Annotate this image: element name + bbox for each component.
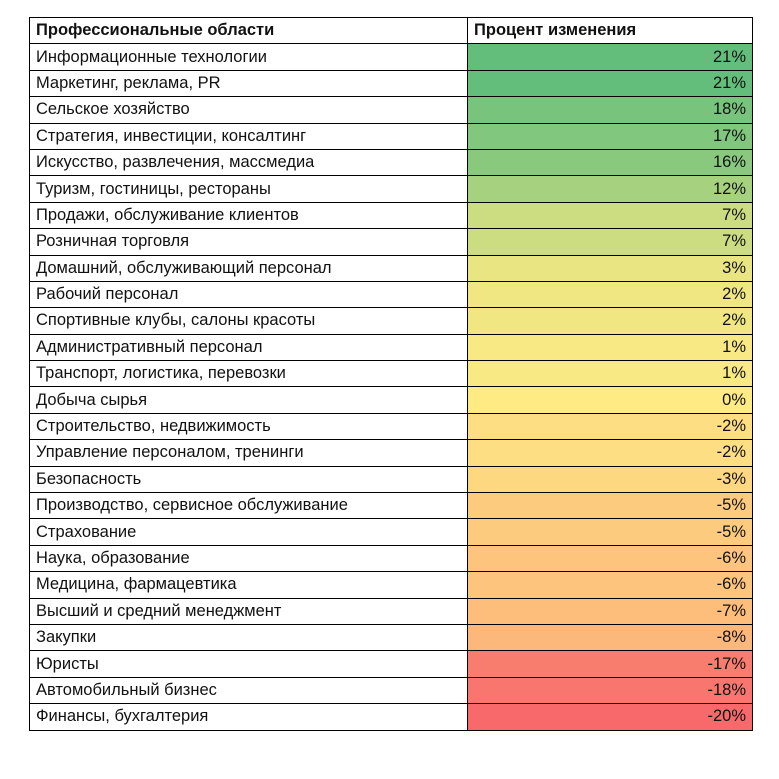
area-cell: Управление персоналом, тренинги (29, 439, 468, 467)
table-row: Спортивные клубы, салоны красоты 2% (29, 307, 753, 335)
area-cell: Транспорт, логистика, перевозки (29, 360, 468, 388)
table-row: Наука, образование -6% (29, 544, 753, 573)
table-row: Туризм, гостиницы, рестораны 12% (29, 175, 753, 203)
table-row: Маркетинг, реклама, PR 21% (29, 69, 753, 98)
data-table: Профессиональные области Процент изменен… (29, 16, 753, 731)
area-cell: Безопасность (29, 465, 468, 494)
area-cell: Стратегия, инвестиции, консалтинг (29, 122, 468, 150)
area-cell: Искусство, развлечения, массмедиа (29, 148, 468, 177)
table-row: Сельское хозяйство 18% (29, 96, 753, 124)
area-cell: Автомобильный бизнес (29, 676, 468, 705)
table-row: Юристы -17% (29, 650, 753, 678)
table-row: Финансы, бухгалтерия -20% (29, 703, 753, 731)
area-cell: Информационные технологии (29, 43, 468, 71)
table-row: Продажи, обслуживание клиентов 7% (29, 201, 753, 230)
area-cell: Страхование (29, 518, 468, 546)
area-cell: Закупки (29, 623, 468, 652)
percent-cell: -17% (467, 650, 753, 678)
percent-cell: -2% (467, 439, 753, 467)
percent-cell: 16% (467, 148, 753, 177)
percent-cell: 1% (467, 333, 753, 362)
area-cell: Домашний, обслуживающий персонал (29, 254, 468, 282)
percent-cell: -20% (467, 703, 753, 731)
table-row: Управление персоналом, тренинги -2% (29, 439, 753, 467)
percent-cell: -3% (467, 465, 753, 494)
area-cell: Производство, сервисное обслуживание (29, 492, 468, 520)
table-row: Рабочий персонал 2% (29, 280, 753, 309)
area-cell: Розничная торговля (29, 228, 468, 256)
area-cell: Туризм, гостиницы, рестораны (29, 175, 468, 203)
area-cell: Медицина, фармацевтика (29, 571, 468, 599)
area-cell: Добыча сырья (29, 386, 468, 414)
table-row: Безопасность -3% (29, 465, 753, 494)
percent-cell: 2% (467, 307, 753, 335)
area-cell: Продажи, обслуживание клиентов (29, 201, 468, 230)
percent-cell: -2% (467, 412, 753, 441)
header-row: Профессиональные области Процент изменен… (29, 16, 753, 45)
table-row: Домашний, обслуживающий персонал 3% (29, 254, 753, 282)
area-cell: Сельское хозяйство (29, 96, 468, 124)
percent-cell: -6% (467, 571, 753, 599)
percent-cell: 21% (467, 43, 753, 71)
percent-cell: -7% (467, 597, 753, 625)
area-cell: Юристы (29, 650, 468, 678)
percent-cell: 21% (467, 69, 753, 98)
column-header-percent: Процент изменения (467, 16, 753, 45)
percent-cell: -8% (467, 623, 753, 652)
percent-cell: 3% (467, 254, 753, 282)
table-row: Строительство, недвижимость -2% (29, 412, 753, 441)
table-row: Закупки -8% (29, 623, 753, 652)
percent-cell: 12% (467, 175, 753, 203)
area-cell: Строительство, недвижимость (29, 412, 468, 441)
table-row: Информационные технологии 21% (29, 43, 753, 71)
percent-cell: 7% (467, 201, 753, 230)
table-row: Страхование -5% (29, 518, 753, 546)
percent-cell: 1% (467, 360, 753, 388)
table-row: Транспорт, логистика, перевозки 1% (29, 360, 753, 388)
percent-cell: 18% (467, 96, 753, 124)
table-row: Высший и средний менеджмент -7% (29, 597, 753, 625)
percent-cell: -18% (467, 676, 753, 705)
percent-cell: -5% (467, 518, 753, 546)
percent-cell: -6% (467, 544, 753, 573)
table-row: Розничная торговля 7% (29, 228, 753, 256)
area-cell: Рабочий персонал (29, 280, 468, 309)
percent-cell: 17% (467, 122, 753, 150)
area-cell: Наука, образование (29, 544, 468, 573)
percent-cell: 0% (467, 386, 753, 414)
area-cell: Финансы, бухгалтерия (29, 703, 468, 731)
table-row: Стратегия, инвестиции, консалтинг 17% (29, 122, 753, 150)
area-cell: Высший и средний менеджмент (29, 597, 468, 625)
area-cell: Спортивные клубы, салоны красоты (29, 307, 468, 335)
percent-cell: -5% (467, 492, 753, 520)
table-row: Медицина, фармацевтика -6% (29, 571, 753, 599)
table-row: Производство, сервисное обслуживание -5% (29, 492, 753, 520)
table-row: Административный персонал 1% (29, 333, 753, 362)
table-row: Автомобильный бизнес -18% (29, 676, 753, 705)
percent-cell: 2% (467, 280, 753, 309)
area-cell: Административный персонал (29, 333, 468, 362)
percent-cell: 7% (467, 228, 753, 256)
area-cell: Маркетинг, реклама, PR (29, 69, 468, 98)
column-header-area: Профессиональные области (29, 16, 468, 45)
table-row: Добыча сырья 0% (29, 386, 753, 414)
table-row: Искусство, развлечения, массмедиа 16% (29, 148, 753, 177)
